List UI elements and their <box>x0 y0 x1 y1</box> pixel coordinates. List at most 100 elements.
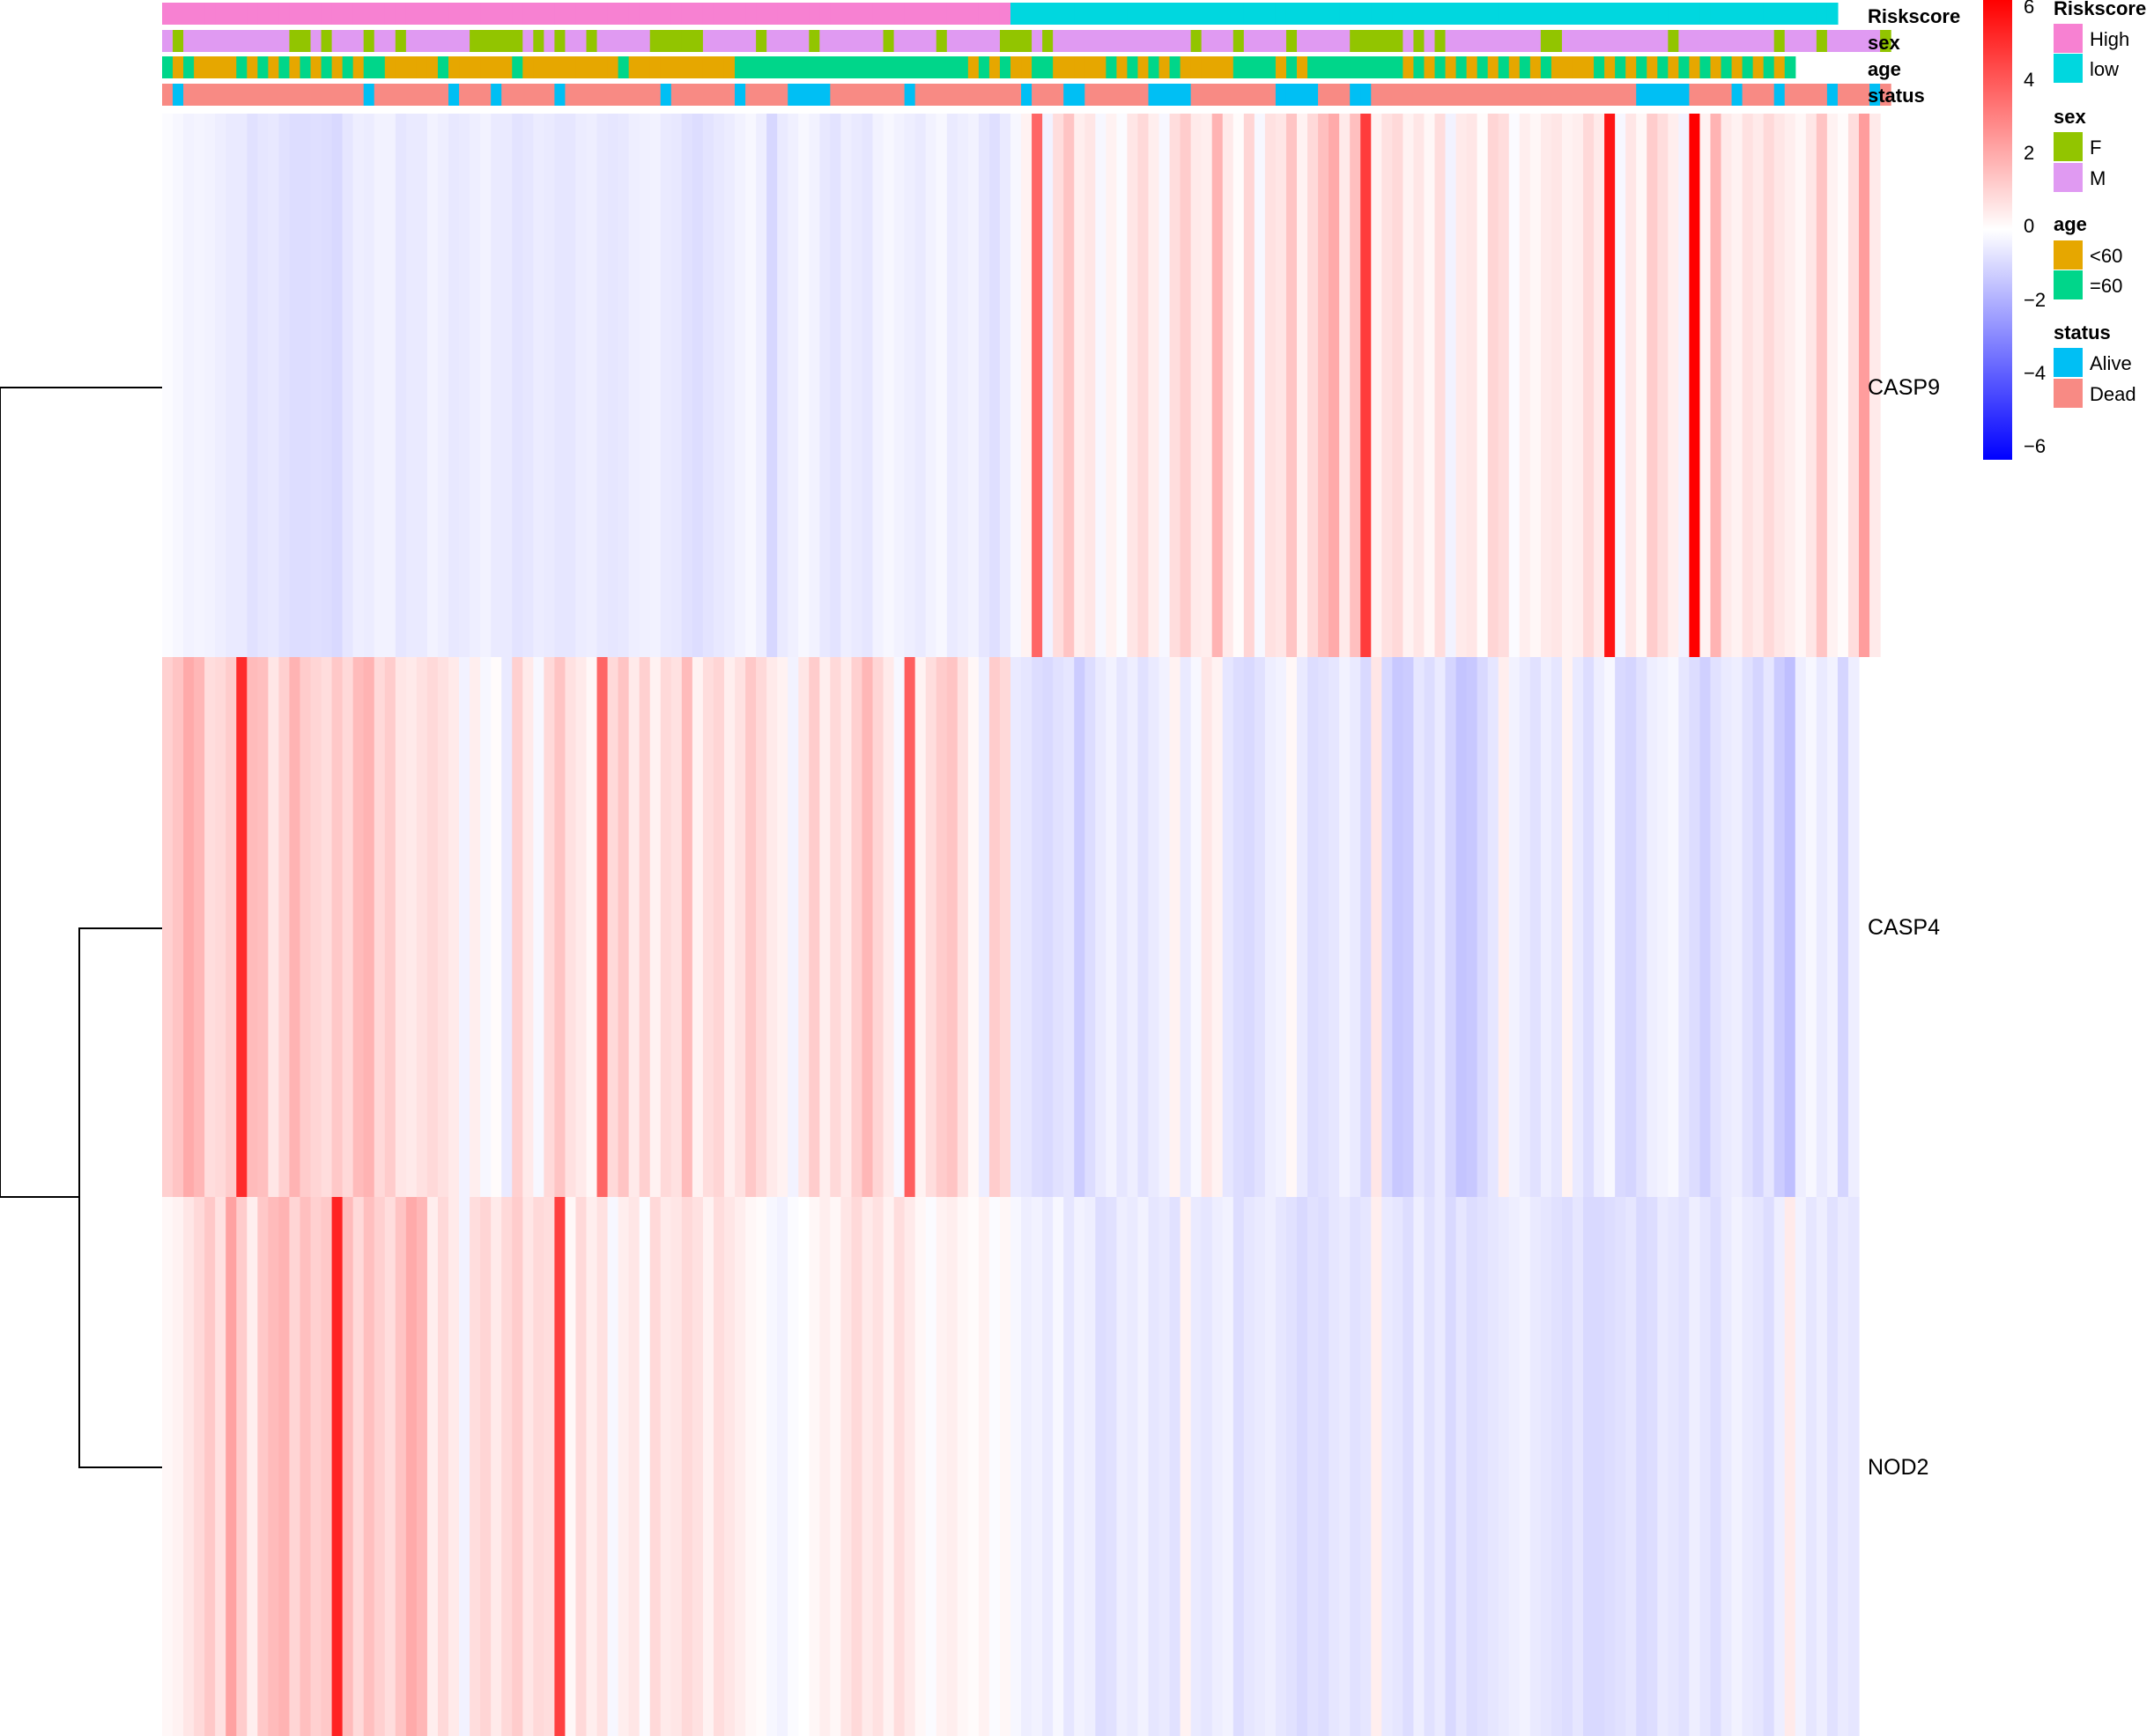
heatmap-cell-nod2 <box>702 1197 714 1736</box>
heatmap-cell-nod2 <box>1710 1197 1722 1736</box>
annotation-cell-status <box>649 84 662 106</box>
heatmap-cell-casp4 <box>405 657 418 1197</box>
annotation-cell-status <box>1371 84 1382 106</box>
annotation-cell-sex <box>1158 30 1171 52</box>
heatmap-cell-nod2 <box>1042 1197 1054 1736</box>
annotation-cell-age <box>1594 56 1605 78</box>
heatmap-cell-casp4 <box>1466 657 1478 1197</box>
heatmap-cell-casp9 <box>1773 114 1786 657</box>
annotation-cell-age <box>904 56 916 78</box>
heatmap-cell-casp9 <box>384 114 396 657</box>
annotation-cell-status <box>1837 84 1849 106</box>
heatmap-cell-casp4 <box>1615 657 1626 1197</box>
annotation-cell-age <box>363 56 375 78</box>
heatmap-cell-casp9 <box>194 114 205 657</box>
annotation-cell-status <box>1816 84 1828 106</box>
annotation-cell-status <box>1032 84 1043 106</box>
heatmap-cell-casp4 <box>1424 657 1436 1197</box>
annotation-cell-status <box>713 84 725 106</box>
heatmap-cell-casp4 <box>851 657 863 1197</box>
annotation-cell-sex <box>904 30 916 52</box>
heatmap-cell-casp9 <box>872 114 885 657</box>
heatmap-cell-casp9 <box>1063 114 1075 657</box>
annotation-cell-status <box>1084 84 1096 106</box>
legend-swatch-eq60 <box>2054 270 2083 299</box>
annotation-cell-status <box>1710 84 1722 106</box>
annotation-cell-status <box>1477 84 1489 106</box>
annotation-cell-age <box>310 56 322 78</box>
heatmap-cell-casp9 <box>628 114 640 657</box>
annotation-cell-age <box>1329 56 1340 78</box>
annotation-cell-sex <box>1647 30 1658 52</box>
annotation-cell-sex <box>1381 30 1393 52</box>
heatmap-cell-casp4 <box>607 657 619 1197</box>
annotation-cell-age <box>1445 56 1457 78</box>
heatmap-cell-casp4 <box>1710 657 1722 1197</box>
heatmap-cell-nod2 <box>1371 1197 1382 1736</box>
annotation-cell-status <box>459 84 470 106</box>
annotation-cell-riskscore <box>321 3 333 25</box>
annotation-cell-status <box>310 84 322 106</box>
annotation-cell-status <box>352 84 365 106</box>
heatmap-cell-casp9 <box>1455 114 1468 657</box>
annotation-cell-age <box>925 56 937 78</box>
annotation-cell-status <box>1297 84 1308 106</box>
track-label-status: status <box>1868 85 1925 107</box>
heatmap-cell-casp4 <box>1837 657 1849 1197</box>
annotation-cell-status <box>809 84 820 106</box>
annotation-cell-status <box>321 84 333 106</box>
annotation-cell-status <box>1795 84 1807 106</box>
heatmap-cell-casp9 <box>533 114 544 657</box>
heatmap-cell-casp9 <box>946 114 959 657</box>
annotation-cell-age <box>862 56 874 78</box>
heatmap-cell-casp4 <box>247 657 258 1197</box>
annotation-cell-age <box>999 56 1011 78</box>
heatmap-cell-casp9 <box>162 114 174 657</box>
annotation-cell-sex <box>522 30 534 52</box>
annotation-cell-riskscore <box>660 3 672 25</box>
annotation-cell-riskscore <box>1264 3 1277 25</box>
heatmap-cell-casp9 <box>618 114 630 657</box>
annotation-cell-age <box>670 56 683 78</box>
heatmap-cell-casp9 <box>1434 114 1447 657</box>
heatmap-cell-casp9 <box>501 114 513 657</box>
annotation-cell-status <box>925 84 937 106</box>
heatmap-cell-casp9 <box>756 114 767 657</box>
annotation-cell-riskscore <box>777 3 788 25</box>
annotation-cell-status <box>702 84 714 106</box>
heatmap-cell-casp9 <box>1742 114 1754 657</box>
annotation-cell-status <box>1127 84 1139 106</box>
annotation-cell-riskscore <box>1127 3 1139 25</box>
annotation-cell-age <box>1615 56 1626 78</box>
annotation-cell-riskscore <box>1583 3 1595 25</box>
annotation-cell-status <box>756 84 767 106</box>
heatmap-cell-casp9 <box>1232 114 1245 657</box>
annotation-cell-age <box>437 56 449 78</box>
annotation-cell-sex <box>1721 30 1733 52</box>
heatmap-cell-casp9 <box>374 114 386 657</box>
heatmap-cell-casp9 <box>681 114 693 657</box>
heatmap-cell-nod2 <box>777 1197 788 1736</box>
heatmap-cell-casp9 <box>607 114 619 657</box>
annotation-cell-sex <box>1137 30 1150 52</box>
annotation-cell-riskscore <box>173 3 184 25</box>
annotation-cell-status <box>1329 84 1340 106</box>
annotation-cell-sex <box>289 30 301 52</box>
annotation-cell-status <box>1773 84 1786 106</box>
heatmap-cell-casp4 <box>1232 657 1245 1197</box>
heatmap-cell-casp9 <box>1371 114 1382 657</box>
heatmap-cell-casp4 <box>352 657 365 1197</box>
annotation-cell-riskscore <box>1647 3 1658 25</box>
annotation-cell-riskscore <box>1211 3 1224 25</box>
heatmap-cell-nod2 <box>1594 1197 1605 1736</box>
annotation-cell-sex <box>596 30 609 52</box>
heatmap-cell-casp4 <box>999 657 1011 1197</box>
heatmap-cell-nod2 <box>501 1197 513 1736</box>
heatmap-cell-nod2 <box>565 1197 577 1736</box>
heatmap-cell-nod2 <box>342 1197 354 1736</box>
heatmap-cell-nod2 <box>1540 1197 1552 1736</box>
heatmap-cell-casp9 <box>798 114 810 657</box>
heatmap-cell-nod2 <box>586 1197 598 1736</box>
annotation-cell-status <box>512 84 523 106</box>
annotation-cell-sex <box>1042 30 1054 52</box>
